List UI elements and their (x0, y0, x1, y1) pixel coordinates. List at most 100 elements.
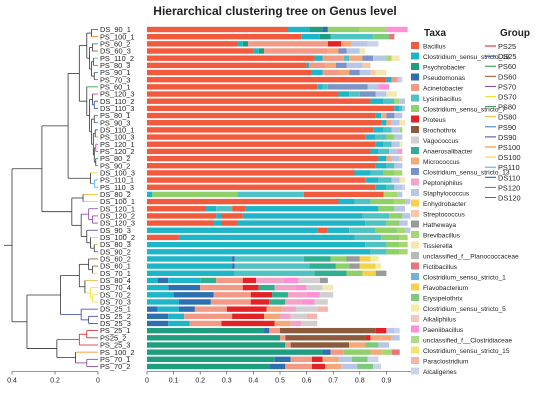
bar-segment (370, 335, 392, 341)
bar-segment (147, 155, 379, 162)
sample-label: PS_60_2 (100, 39, 130, 48)
bar-segment (147, 234, 179, 241)
bar-segment (216, 277, 243, 284)
bar-segment (216, 213, 222, 219)
taxa-swatch (411, 157, 419, 165)
bar-segment (221, 220, 238, 226)
bar-segment (301, 33, 320, 40)
bar-segment (285, 342, 291, 348)
bar-segment (343, 349, 371, 355)
bar-segment (147, 170, 355, 176)
taxa-legend-label: Clostridium_sensu_stricto_18 (423, 54, 510, 61)
bar-segment (147, 256, 233, 262)
sample-label: PS_70_2 (100, 362, 130, 371)
taxa-legend-label: Hathewaya (423, 222, 456, 229)
sample-label: DS_110_2 (100, 97, 134, 106)
bar-segment (173, 292, 214, 298)
bar-segment (391, 55, 400, 61)
bar-segment (282, 277, 299, 284)
bar-segment (375, 327, 387, 334)
bar-segment (346, 270, 363, 276)
bar-segment (365, 177, 379, 183)
bar-segment (349, 69, 360, 76)
bar-segment (359, 48, 366, 54)
bar-segment (375, 184, 387, 190)
sample-label: PS_100_2 (100, 348, 135, 357)
bar-segment (386, 249, 400, 255)
bar-segment (269, 363, 286, 370)
sample-label: PS_80_2 (100, 154, 130, 163)
group-legend-label: DS100 (498, 153, 521, 162)
taxa-legend-label: Micrococcus (423, 159, 460, 166)
bar-segment (280, 327, 376, 334)
bar-segment (386, 327, 395, 334)
taxa-swatch (411, 126, 419, 133)
bar-segment (327, 41, 342, 47)
bar-segment (306, 284, 323, 291)
bar-segment (402, 105, 406, 112)
taxa-legend-label: Flavobacterium (423, 285, 469, 292)
bar-segment (397, 76, 400, 83)
bar-segment (147, 335, 280, 341)
bar-segment (394, 105, 400, 112)
sample-label: DS_70_4 (100, 283, 131, 292)
bar-segment (391, 335, 400, 341)
bar-segment (147, 141, 376, 147)
bar-segment (359, 26, 387, 33)
bar-segment (370, 249, 387, 255)
group-legend-label: PS80 (498, 103, 516, 112)
bar-segment (285, 335, 366, 341)
bar-segment (349, 263, 360, 269)
bar-segment (389, 33, 395, 40)
bar-segment (365, 134, 376, 140)
taxa-swatch (411, 84, 419, 91)
bar-segment (386, 220, 400, 226)
taxa-swatch (411, 136, 419, 144)
bar-segment (290, 356, 312, 363)
sample-label: PS_120_2 (100, 147, 135, 156)
taxa-swatch (411, 94, 419, 102)
bar-segment (314, 270, 347, 276)
bar-segment (147, 134, 366, 140)
sample-label: DS_25_2 (100, 312, 131, 321)
bar-segment (147, 163, 376, 169)
bar-segment (349, 91, 360, 97)
bar-segment (248, 41, 328, 47)
bar-segment (306, 62, 310, 69)
bar-segment (147, 270, 235, 276)
bar-segment (341, 363, 358, 370)
sample-label: DS_120_3 (100, 219, 135, 228)
bar-segment (386, 163, 395, 169)
bar-segment (405, 198, 411, 205)
x-tick-label: 0.3 (222, 377, 232, 384)
bar-segment (210, 299, 251, 305)
group-legend-label: PS25 (498, 42, 516, 51)
sample-label: PS_90_3 (100, 118, 130, 127)
bar-segment (325, 62, 336, 69)
bar-segment (346, 48, 360, 54)
bar-segment (391, 127, 400, 133)
bar-segment (381, 349, 392, 355)
bar-segment (375, 134, 387, 140)
bar-segment (147, 249, 371, 255)
bar-segment (253, 48, 259, 54)
taxa-legend-label: Paraclostridium (423, 358, 469, 365)
bar-segment (147, 112, 376, 119)
bar-segment (365, 220, 387, 226)
taxa-swatch (411, 283, 419, 291)
bar-segment (264, 313, 280, 319)
bar-segment (205, 206, 217, 212)
tree-tick-label: 0.2 (50, 377, 60, 384)
bar-segment (317, 306, 328, 312)
bar-segment (375, 263, 382, 269)
bar-segment (349, 227, 376, 233)
bar-segment (351, 356, 368, 363)
bar-segment (216, 206, 233, 212)
bar-segment (272, 292, 288, 298)
group-legend-label: DS70 (498, 93, 517, 102)
bar-segment (346, 256, 360, 262)
x-tick-label: 0.6 (302, 377, 312, 384)
bar-segment (309, 263, 336, 269)
bar-segment (394, 98, 400, 104)
taxa-swatch (411, 336, 419, 343)
